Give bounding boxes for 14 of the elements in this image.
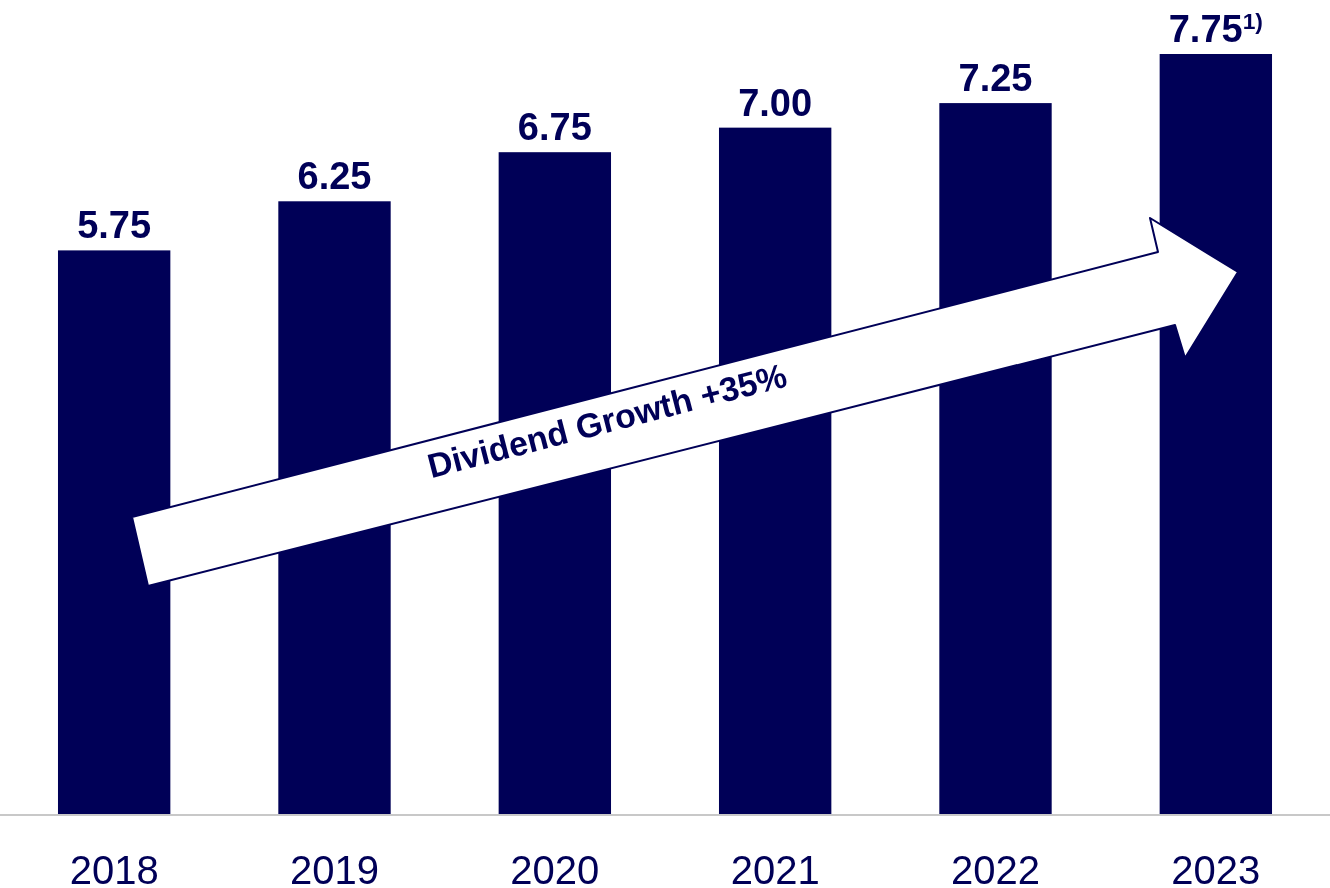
data-label: 5.75 <box>77 204 152 247</box>
data-label: 7.75$^{1)}$ <box>1168 8 1263 50</box>
data-label: 6.25 <box>297 155 372 198</box>
bar <box>1159 54 1273 815</box>
data-label: 7.25 <box>958 57 1033 100</box>
x-tick-label: 2019 <box>290 848 379 888</box>
bar <box>57 250 171 815</box>
data-label: 7.00 <box>738 81 813 124</box>
x-tick-label: 2021 <box>730 848 820 888</box>
x-tick-label: 2022 <box>951 848 1040 888</box>
x-tick-label: 2023 <box>1171 848 1261 888</box>
x-tick-label: 2020 <box>510 848 600 888</box>
data-label: 6.75 <box>517 106 592 149</box>
x-tick-label: 2018 <box>69 848 159 888</box>
